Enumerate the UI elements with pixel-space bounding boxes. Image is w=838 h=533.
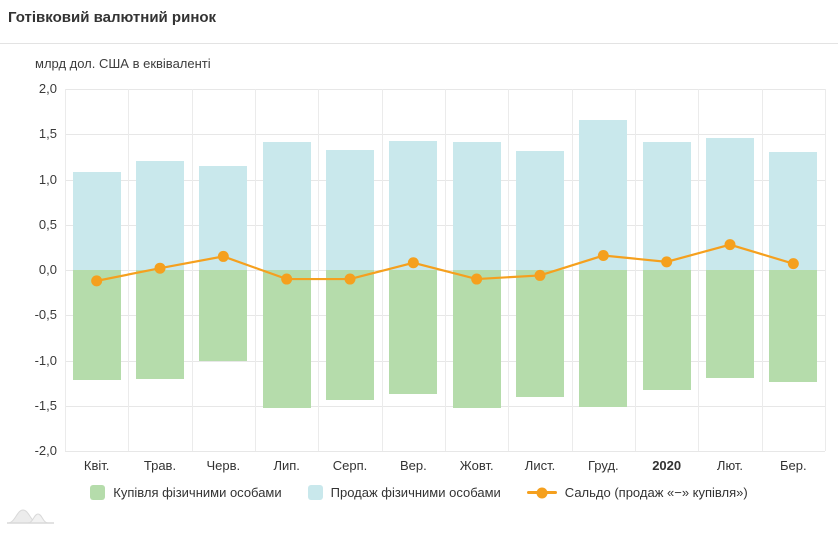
- bar-buy[interactable]: [706, 270, 754, 378]
- bar-sell[interactable]: [642, 142, 691, 270]
- gridline-vertical: [825, 89, 826, 451]
- y-axis-tick-label: -2,0: [34, 443, 57, 458]
- bar-buy[interactable]: [769, 270, 818, 383]
- bar-buy[interactable]: [199, 270, 248, 361]
- saldo-point[interactable]: [661, 256, 673, 268]
- y-axis-tick-label: -0,5: [34, 307, 57, 323]
- legend-item-sell[interactable]: Продаж фізичними особами: [307, 485, 501, 500]
- legend-label-buy: Купівля фізичними особами: [113, 485, 282, 500]
- saldo-point[interactable]: [407, 257, 419, 269]
- x-axis-tick-label: Груд.: [587, 458, 619, 473]
- y-axis-tick-label: 0,0: [38, 262, 57, 277]
- saldo-point[interactable]: [154, 262, 166, 274]
- x-axis-tick-label: Лип.: [273, 458, 300, 473]
- x-axis-tick-label: 2020: [652, 458, 682, 473]
- y-axis-tick-label: -1,0: [34, 352, 57, 368]
- x-axis-tick-label: Жовт.: [459, 458, 494, 473]
- gridline-vertical: [255, 89, 256, 451]
- buy-series-swatch-icon: [90, 485, 106, 500]
- bar-sell[interactable]: [452, 142, 501, 270]
- gridline-vertical: [128, 89, 129, 451]
- saldo-point[interactable]: [91, 275, 103, 287]
- bar-buy[interactable]: [452, 270, 501, 409]
- saldo-line-marker-icon: [526, 487, 557, 498]
- bar-sell[interactable]: [516, 151, 564, 270]
- chart-hills-logo-icon: [6, 506, 56, 531]
- chart-legend: Купівля фізичними особами Продаж фізични…: [0, 485, 838, 500]
- bar-buy[interactable]: [516, 270, 564, 397]
- saldo-line-path: [96, 243, 794, 282]
- gridline-vertical: [698, 89, 699, 451]
- page-title: Готівковий валютний ринок: [8, 9, 217, 26]
- bar-buy[interactable]: [262, 270, 311, 408]
- bar-sell[interactable]: [326, 149, 374, 270]
- bar-buy[interactable]: [72, 270, 121, 381]
- y-axis-tick-label: 1,5: [38, 126, 57, 142]
- saldo-line: [91, 239, 799, 287]
- x-axis-tick-label: Бер.: [780, 458, 807, 473]
- x-axis-tick-label: Вер.: [399, 458, 427, 473]
- bar-sell[interactable]: [72, 172, 121, 270]
- x-axis-tick-label: Трав.: [143, 458, 177, 473]
- x-axis-tick-label: Квіт.: [83, 458, 110, 473]
- legend-label-saldo: Сальдо (продаж «−» купівля»): [564, 485, 748, 500]
- bar-buy[interactable]: [389, 270, 438, 394]
- legend-item-buy[interactable]: Купівля фізичними особами: [90, 485, 282, 500]
- saldo-point[interactable]: [724, 239, 736, 251]
- y-axis-tick-label: -1,5: [34, 397, 57, 413]
- x-axis-tick-label: Лют.: [716, 458, 744, 473]
- bar-buy[interactable]: [642, 270, 691, 391]
- bar-sell[interactable]: [579, 119, 628, 270]
- y-axis: 2,0 1,5 1,0 0,5 0,0 -0,5 -1,0 -1,5 -2,0: [0, 81, 57, 458]
- gridline-vertical: [762, 89, 763, 451]
- gridline-horizontal: [65, 451, 825, 452]
- saldo-point[interactable]: [344, 273, 356, 285]
- x-axis-tick-label: Черв.: [206, 458, 241, 473]
- x-axis-tick-label: Серп.: [332, 458, 368, 473]
- saldo-point[interactable]: [597, 250, 609, 262]
- bar-sell[interactable]: [136, 161, 184, 270]
- bar-buy[interactable]: [579, 270, 628, 407]
- y-axis-tick-label: 1,0: [38, 171, 57, 187]
- saldo-point[interactable]: [534, 269, 546, 281]
- gridline-vertical: [508, 89, 509, 451]
- y-axis-unit-label: млрд дол. США в еквіваленті: [35, 56, 211, 71]
- bar-buy[interactable]: [136, 270, 184, 379]
- gridline-vertical: [318, 89, 319, 451]
- saldo-point[interactable]: [787, 258, 799, 270]
- x-axis: Квіт. Трав. Черв. Лип. Серп. Вер. Жовт. Лист. Гр…: [65, 458, 825, 476]
- y-axis-tick-label: 2,0: [38, 81, 57, 96]
- sell-series-swatch-icon: [307, 485, 323, 500]
- saldo-point[interactable]: [471, 273, 483, 285]
- gridline-vertical: [65, 89, 66, 451]
- bar-sell[interactable]: [769, 152, 818, 270]
- bar-buy[interactable]: [326, 270, 374, 401]
- x-axis-tick-label: Лист.: [524, 458, 556, 473]
- saldo-point[interactable]: [281, 273, 293, 285]
- y-axis-tick-label: 0,5: [38, 216, 57, 232]
- bar-sell[interactable]: [262, 142, 311, 270]
- saldo-point[interactable]: [217, 250, 229, 262]
- gridline-vertical: [192, 89, 193, 451]
- gridline-vertical: [635, 89, 636, 451]
- bar-sell[interactable]: [389, 140, 438, 270]
- legend-item-saldo[interactable]: Сальдо (продаж «−» купівля»): [526, 485, 748, 500]
- chart-plot-area: [65, 89, 826, 452]
- gridline-vertical: [572, 89, 573, 451]
- title-divider: [0, 43, 838, 44]
- legend-label-sell: Продаж фізичними особами: [330, 485, 501, 500]
